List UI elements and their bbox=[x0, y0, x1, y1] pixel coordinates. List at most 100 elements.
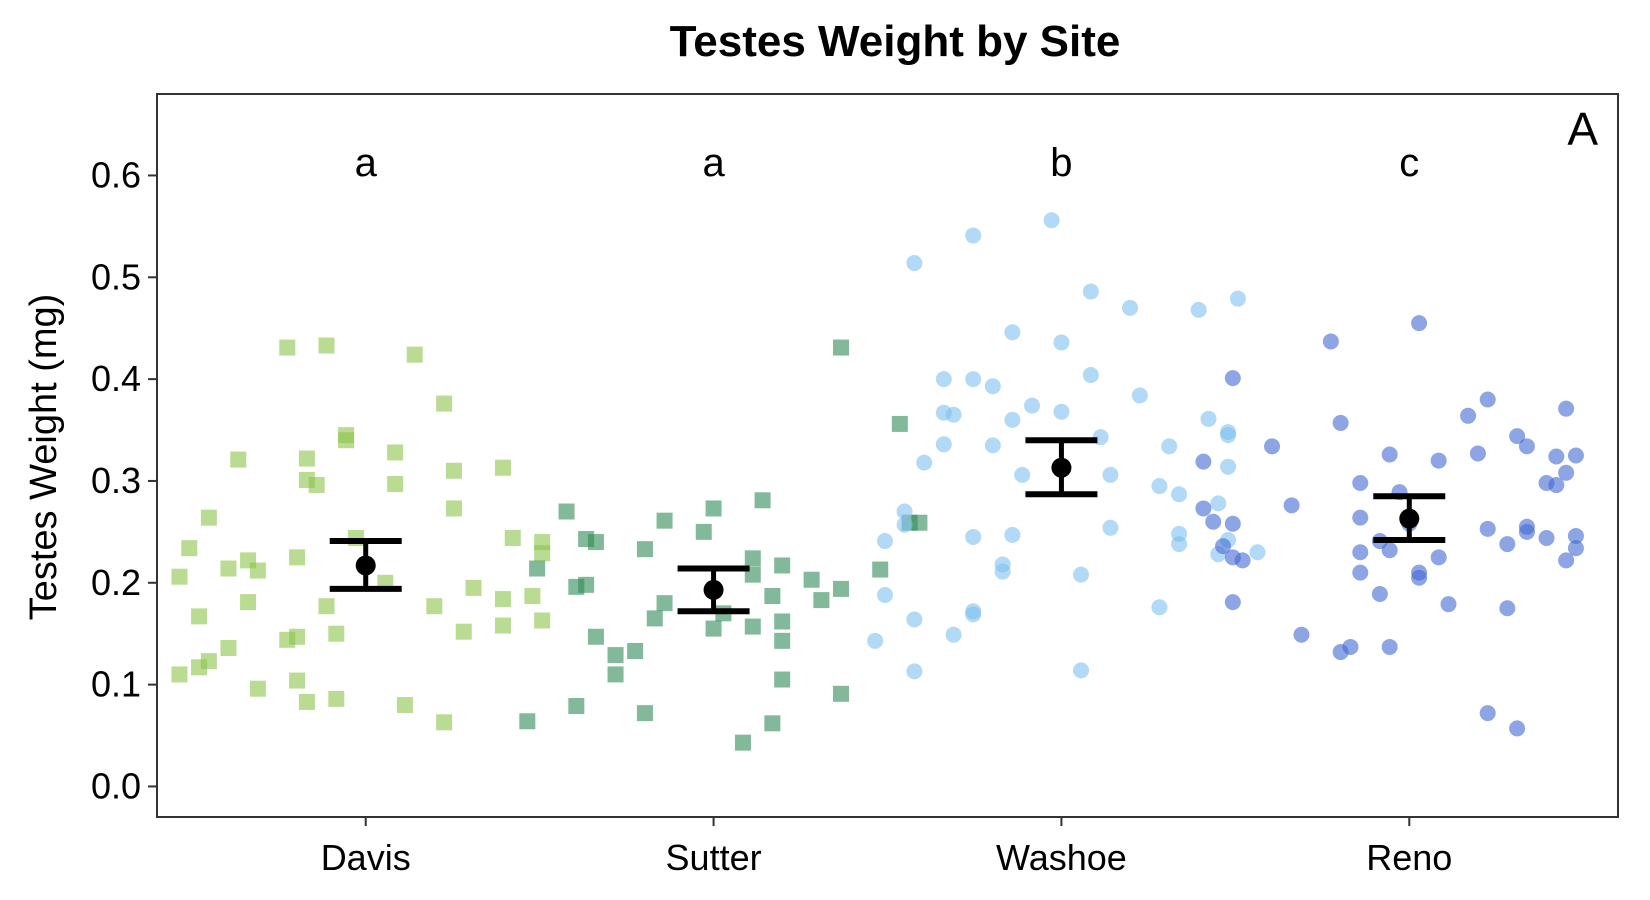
data-point bbox=[906, 255, 923, 272]
data-point bbox=[1411, 569, 1428, 586]
data-point bbox=[1479, 520, 1496, 537]
data-point bbox=[1381, 542, 1398, 559]
data-point bbox=[774, 671, 791, 688]
mean-point bbox=[703, 579, 724, 600]
data-point bbox=[1224, 594, 1241, 611]
data-point bbox=[1509, 428, 1526, 445]
data-point bbox=[494, 591, 511, 608]
data-point bbox=[191, 608, 208, 625]
data-point bbox=[965, 227, 982, 244]
significance-letter: b bbox=[1050, 141, 1072, 185]
data-point bbox=[587, 534, 604, 551]
data-point bbox=[1352, 474, 1369, 491]
data-point bbox=[171, 666, 188, 683]
data-point bbox=[984, 378, 1001, 395]
data-point bbox=[1151, 599, 1168, 616]
mean-point bbox=[1399, 508, 1420, 529]
data-point bbox=[1224, 515, 1241, 532]
data-point bbox=[308, 477, 325, 494]
data-point bbox=[945, 626, 962, 643]
data-point bbox=[494, 617, 511, 634]
data-point bbox=[1371, 585, 1388, 602]
data-point bbox=[1220, 458, 1237, 475]
x-tick-label: Davis bbox=[321, 837, 411, 878]
y-tick-label: 0.4 bbox=[91, 358, 141, 399]
data-point bbox=[220, 639, 237, 656]
data-point bbox=[876, 533, 893, 550]
x-axis: Davis Sutter Washoe Reno bbox=[321, 817, 1452, 878]
plot-panel-border bbox=[156, 93, 1619, 818]
data-point bbox=[695, 523, 712, 540]
data-point bbox=[200, 509, 217, 526]
data-point bbox=[230, 451, 247, 468]
data-point bbox=[911, 514, 928, 531]
data-point bbox=[1567, 527, 1584, 544]
data-point bbox=[1283, 497, 1300, 514]
data-point bbox=[833, 685, 850, 702]
data-point bbox=[803, 571, 820, 588]
y-tick-label: 0.2 bbox=[91, 562, 141, 603]
data-point bbox=[813, 592, 830, 609]
data-point bbox=[328, 690, 345, 707]
data-point bbox=[396, 696, 413, 713]
data-point bbox=[833, 339, 850, 356]
data-point bbox=[1073, 662, 1090, 679]
data-point bbox=[1479, 705, 1496, 722]
data-point bbox=[1352, 564, 1369, 581]
data-point bbox=[1151, 478, 1168, 495]
data-point bbox=[1509, 720, 1526, 737]
y-tick-label: 0.5 bbox=[91, 256, 141, 297]
data-point bbox=[916, 454, 933, 471]
data-point bbox=[764, 588, 781, 605]
data-point bbox=[867, 632, 884, 649]
data-point bbox=[646, 610, 663, 627]
data-point bbox=[896, 503, 913, 520]
data-point bbox=[1411, 315, 1428, 332]
data-point bbox=[318, 598, 335, 615]
data-point bbox=[519, 713, 536, 730]
data-point bbox=[1082, 367, 1099, 384]
data-point bbox=[984, 437, 1001, 454]
panel-label: A bbox=[1567, 103, 1598, 155]
data-point bbox=[1053, 334, 1070, 351]
data-point bbox=[1102, 519, 1119, 536]
data-point bbox=[872, 561, 889, 578]
data-point bbox=[906, 663, 923, 680]
data-point bbox=[1499, 536, 1516, 553]
data-point bbox=[1234, 552, 1251, 569]
data-point bbox=[1440, 596, 1457, 613]
data-point bbox=[436, 395, 453, 412]
data-point bbox=[1131, 387, 1148, 404]
data-point bbox=[636, 541, 653, 558]
data-point bbox=[764, 715, 781, 732]
data-point bbox=[529, 560, 546, 577]
data-point bbox=[774, 613, 791, 630]
y-tick-label: 0.6 bbox=[91, 154, 141, 195]
data-point bbox=[1220, 427, 1237, 444]
data-point bbox=[607, 666, 624, 683]
x-tick-label: Washoe bbox=[996, 837, 1127, 878]
data-point bbox=[465, 579, 482, 596]
data-point bbox=[1249, 544, 1266, 561]
data-point bbox=[455, 623, 472, 640]
data-point bbox=[1215, 538, 1232, 555]
data-point bbox=[1024, 397, 1041, 414]
significance-letter: a bbox=[702, 141, 725, 185]
mean-point bbox=[1051, 457, 1072, 478]
data-point bbox=[568, 698, 585, 715]
data-point bbox=[876, 587, 893, 604]
data-point bbox=[426, 598, 443, 615]
data-point bbox=[1210, 495, 1227, 512]
data-point bbox=[1558, 552, 1575, 569]
data-point bbox=[220, 560, 237, 577]
x-tick-label: Sutter bbox=[666, 837, 762, 878]
data-point bbox=[558, 503, 575, 520]
data-point bbox=[774, 632, 791, 649]
data-point bbox=[1567, 447, 1584, 464]
data-point bbox=[744, 550, 761, 567]
data-point bbox=[568, 578, 585, 595]
data-point bbox=[534, 612, 551, 629]
data-point bbox=[1264, 438, 1281, 455]
data-point bbox=[1200, 410, 1217, 427]
data-point bbox=[607, 647, 624, 664]
